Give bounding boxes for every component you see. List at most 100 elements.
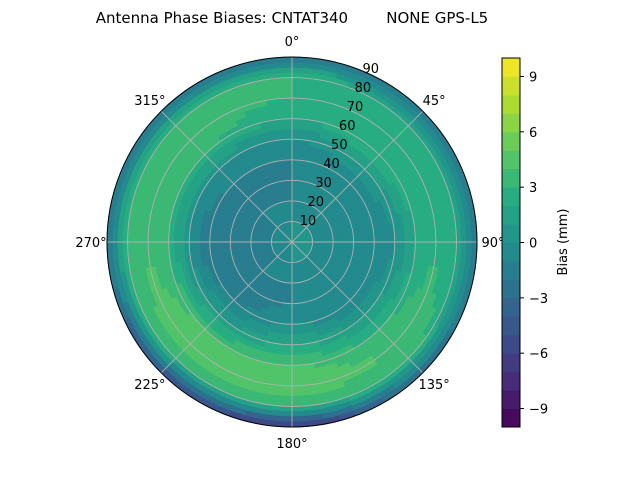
contour-cell [292,62,308,68]
contour-cell [359,242,364,248]
colorbar-band [502,113,520,132]
contour-cell [466,242,472,258]
contour-cell [292,298,297,303]
contour-cell [400,232,406,242]
azimuth-tick-label: 315° [134,94,165,109]
contour-cell [194,242,199,251]
contour-cell [158,230,164,242]
contour-cell [225,242,230,248]
contour-cell [461,242,467,257]
colorbar-band [502,390,520,409]
contour-cell [285,165,292,170]
contour-cell [282,186,287,192]
contour-cell [328,238,333,242]
contour-cell [343,232,349,237]
colorbar-tick-label: 9 [529,70,537,85]
radial-tick-label: 80 [355,81,372,96]
contour-cell [148,242,154,255]
contour-cell [205,234,210,242]
contour-cell [348,242,353,247]
contour-cell [282,129,292,135]
contour-cell [189,242,195,251]
colorbar-tick-label: 3 [529,181,537,196]
contour-cell [133,228,139,242]
contour-cell [133,242,139,256]
radial-tick-label: 60 [339,119,356,134]
azimuth-tick-label: 90° [481,236,504,251]
contour-cell [292,324,300,329]
contour-cell [287,185,292,190]
contour-cell [323,239,328,242]
contour-cell [230,237,235,242]
contour-cell [420,242,426,254]
contour-cell [338,233,344,238]
azimuth-tick-label: 225° [134,378,165,393]
contour-cell [374,234,379,242]
contour-cell [284,329,292,334]
contour-cell [292,170,298,175]
contour-cell [215,235,220,242]
radial-tick-label: 50 [331,138,348,153]
azimuth-tick-label: 180° [276,437,307,452]
contour-cell [280,103,292,109]
contour-cell [292,288,296,293]
contour-cell [292,411,307,417]
contour-cell [276,416,292,422]
colorbar-label: Bias (mm) [556,209,571,276]
contour-cell [292,339,301,345]
contour-cell [364,235,369,242]
contour-cell [283,339,292,345]
contour-cell [338,238,343,242]
contour-cell [292,350,302,356]
contour-cell [292,375,304,381]
contour-cell [420,230,426,242]
contour-cell [280,108,292,114]
contour-cell [430,229,436,242]
contour-cell [405,242,411,252]
colorbar-band [502,372,520,391]
contour-cell [466,226,472,242]
contour-cell [410,231,416,242]
contour-cell [379,234,384,242]
contour-cell [410,242,416,253]
contour-cell [241,246,247,251]
contour-cell [296,293,301,299]
radial-tick-label: 40 [323,157,340,172]
contour-cell [179,242,185,252]
contour-cell [284,324,292,329]
contour-cell [279,98,292,104]
contour-cell [158,242,164,254]
contour-cell [280,370,292,376]
contour-cell [369,242,374,249]
contour-cell [153,230,159,242]
contour-cell [289,206,292,211]
contour-cell [292,319,299,324]
contour-cell [292,144,301,149]
contour-cell [292,150,300,155]
contour-cell [292,380,305,386]
contour-cell [210,235,215,242]
contour-cell [333,238,338,242]
contour-cell [292,155,300,160]
radial-tick-label: 20 [307,195,324,210]
contour-cell [353,236,358,242]
azimuth-tick-label: 270° [75,236,106,251]
contour-cell [292,165,299,170]
contour-cell [292,180,297,185]
colorbar-band [502,261,520,280]
contour-cell [343,242,348,247]
contour-cell [343,237,348,242]
contour-cell [286,303,292,308]
contour-cell [292,83,306,89]
contour-cell [288,191,292,196]
contour-cell [287,298,292,303]
contour-cell [446,228,452,242]
contour-cell [148,229,154,242]
contour-cell [292,390,305,396]
colorbar-band [502,95,520,114]
contour-cell [276,62,292,68]
contour-cell [230,242,235,247]
contour-cell [389,242,395,251]
contour-cell [200,242,205,250]
